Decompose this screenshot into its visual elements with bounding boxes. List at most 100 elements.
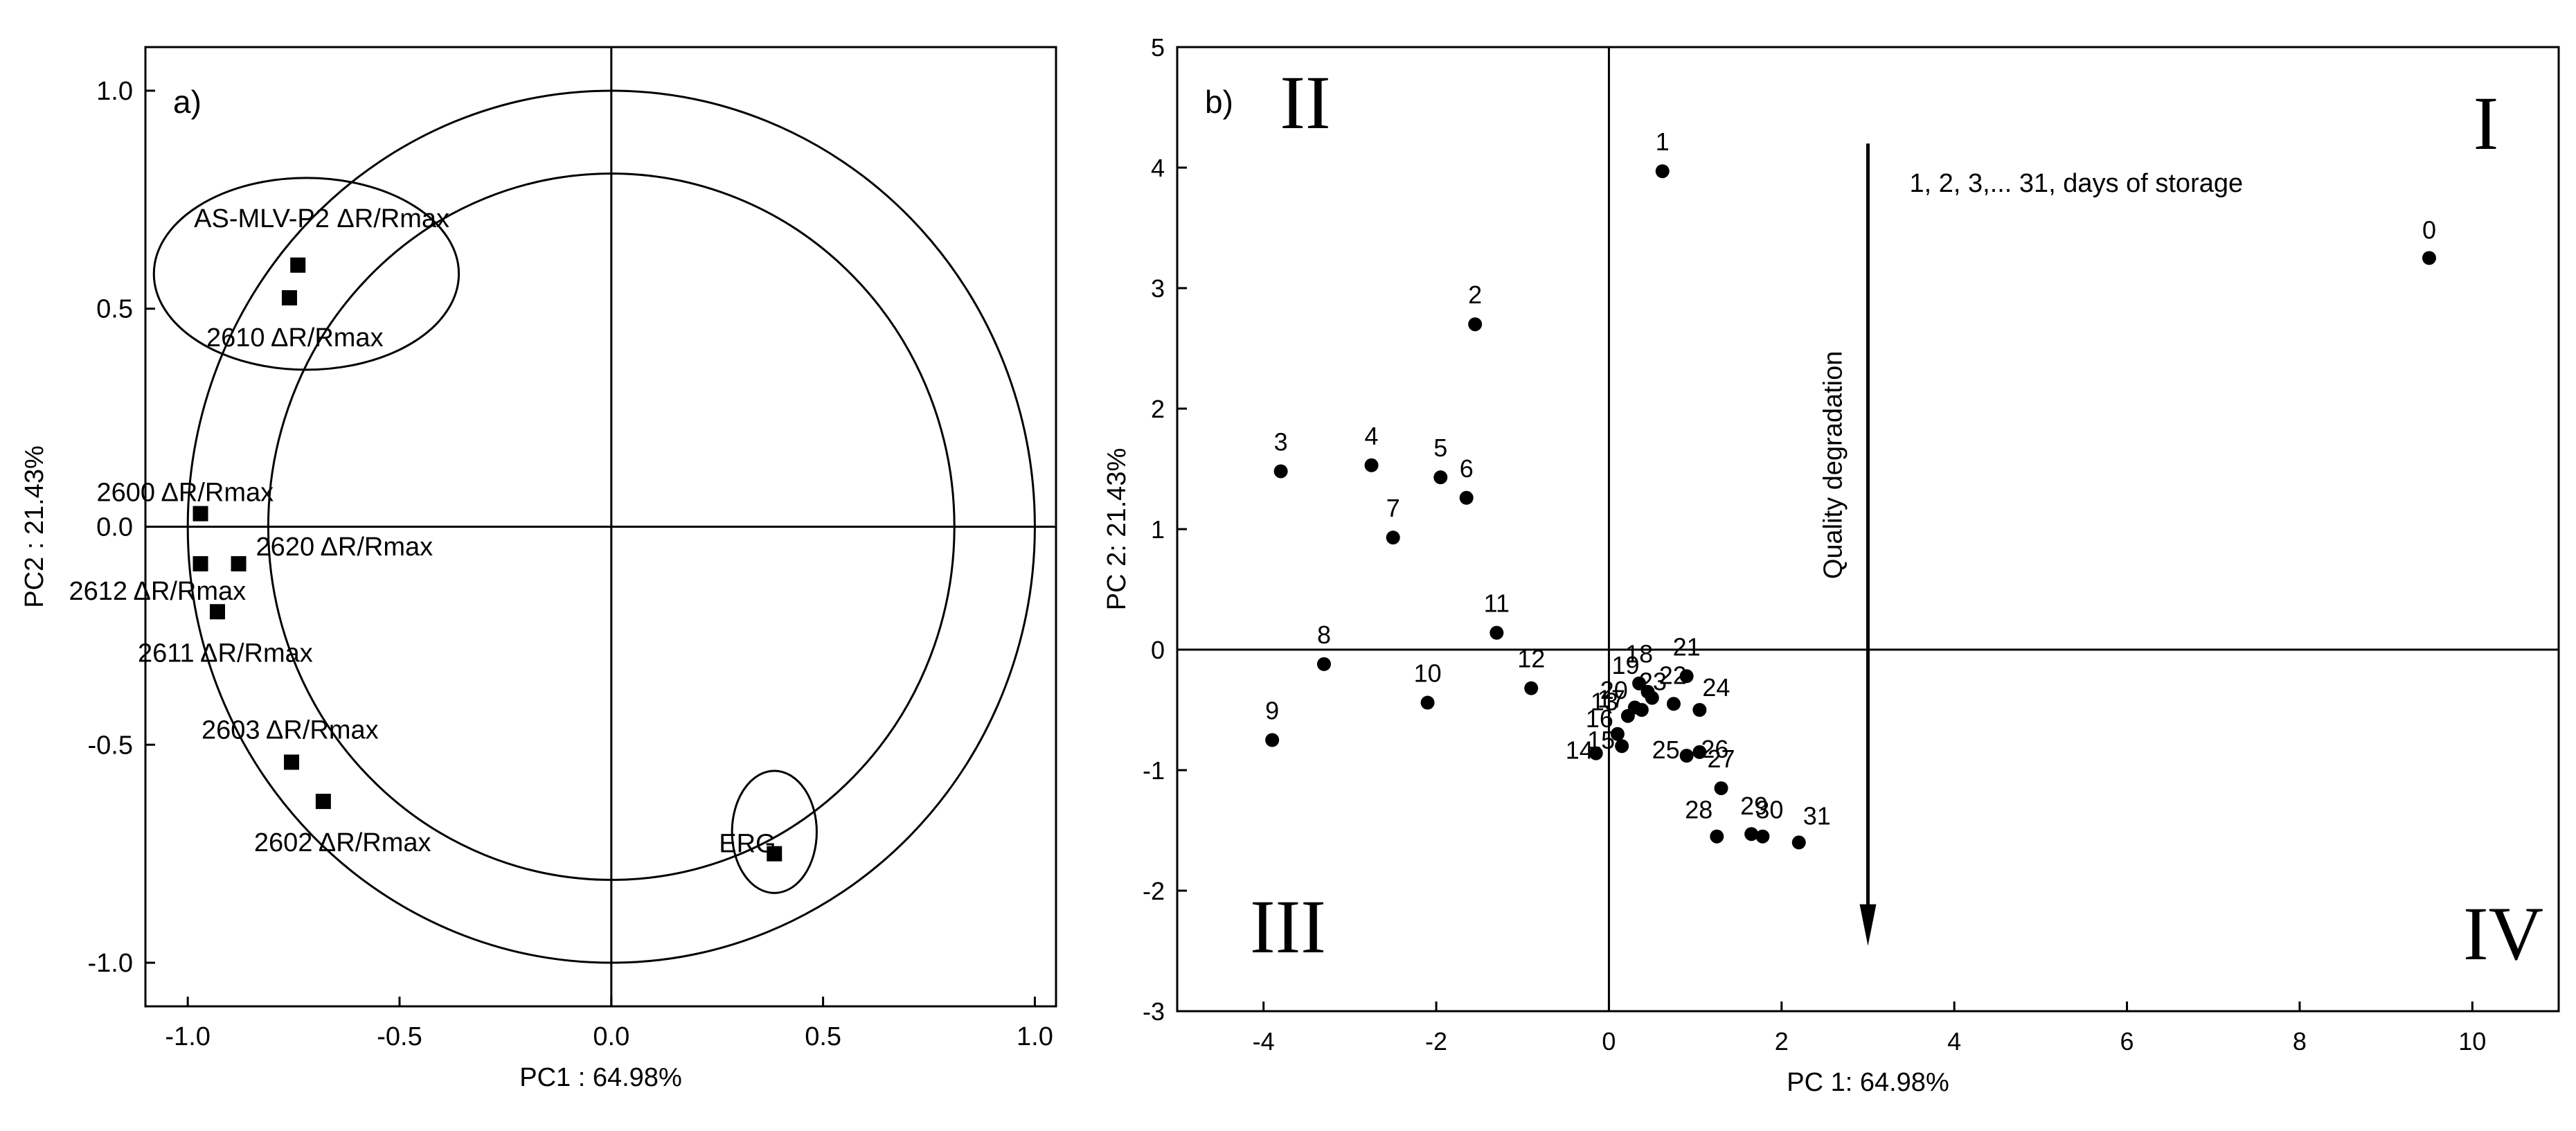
data-point-label: AS-MLV-P2 ΔR/Rmax bbox=[194, 204, 449, 233]
data-point-label: 31 bbox=[1803, 801, 1831, 830]
y-tick-label: -1.0 bbox=[88, 949, 133, 978]
x-tick-label: 0 bbox=[1602, 1027, 1616, 1056]
y-tick-label: 0.0 bbox=[96, 513, 133, 542]
data-point-label: 2 bbox=[1468, 280, 1482, 309]
x-tick-label: 10 bbox=[2458, 1027, 2486, 1056]
data-point-label: 28 bbox=[1685, 796, 1712, 824]
data-point-label: 19 bbox=[1612, 651, 1640, 679]
data-point-label: 25 bbox=[1652, 736, 1680, 764]
x-tick-label: -4 bbox=[1253, 1027, 1275, 1056]
data-point-label: 20 bbox=[1600, 676, 1628, 704]
data-point-marker bbox=[1645, 691, 1659, 705]
x-tick-label: -0.5 bbox=[377, 1022, 422, 1051]
data-point-label: ERG bbox=[719, 830, 776, 859]
x-tick-label: 0.5 bbox=[805, 1022, 841, 1051]
quadrant-label: III bbox=[1250, 884, 1326, 969]
y-axis-label: PC2 : 21.43% bbox=[20, 445, 49, 607]
data-point-label: 4 bbox=[1365, 422, 1379, 450]
data-point-marker bbox=[1433, 470, 1448, 485]
y-tick-label: 1 bbox=[1151, 515, 1165, 544]
data-point-label: 16 bbox=[1586, 704, 1613, 733]
x-tick-label: 1.0 bbox=[1017, 1022, 1053, 1051]
data-point-label: 0 bbox=[2422, 216, 2436, 244]
data-point-label: 21 bbox=[1673, 632, 1701, 661]
data-point-marker bbox=[767, 846, 782, 862]
data-point-marker bbox=[1666, 697, 1681, 711]
data-point-marker bbox=[1316, 657, 1331, 671]
data-point-marker bbox=[1714, 781, 1728, 796]
data-point-label: 13 bbox=[1591, 688, 1618, 716]
data-point-marker bbox=[281, 290, 297, 305]
data-point-label: 8 bbox=[1317, 621, 1331, 649]
data-point-marker bbox=[284, 754, 300, 770]
reference-circle bbox=[267, 172, 956, 881]
quadrant-label: II bbox=[1280, 60, 1330, 145]
data-point-label: 12 bbox=[1517, 645, 1545, 673]
data-point-marker bbox=[1679, 749, 1694, 763]
data-point-label: 1 bbox=[1656, 127, 1670, 156]
data-point-label: 24 bbox=[1702, 673, 1730, 702]
data-point-marker bbox=[1744, 827, 1759, 841]
data-point-label: 22 bbox=[1659, 661, 1687, 690]
data-point-marker bbox=[1524, 681, 1539, 695]
data-point-marker bbox=[1634, 703, 1649, 717]
data-point-marker bbox=[1679, 669, 1694, 684]
data-point-label: 2603 ΔR/Rmax bbox=[202, 715, 379, 745]
data-point-label: 2611 ΔR/Rmax bbox=[138, 639, 313, 668]
x-tick-label: -1.0 bbox=[165, 1022, 210, 1051]
data-point-marker bbox=[1615, 739, 1629, 754]
data-point-marker bbox=[231, 556, 247, 572]
data-point-marker bbox=[1632, 676, 1647, 691]
y-tick-label: -3 bbox=[1143, 997, 1165, 1026]
data-point-label: 11 bbox=[1484, 589, 1510, 618]
data-point-label: 5 bbox=[1433, 434, 1447, 462]
data-point-label: 27 bbox=[1708, 745, 1735, 773]
data-point-label: 2620 ΔR/Rmax bbox=[256, 533, 433, 562]
data-point-label: 2600 ΔR/Rmax bbox=[97, 479, 274, 508]
x-tick-label: 2 bbox=[1775, 1027, 1789, 1056]
data-point-label: 23 bbox=[1639, 667, 1667, 695]
data-point-label: 10 bbox=[1414, 659, 1442, 688]
data-point-marker bbox=[1692, 703, 1707, 717]
data-point-marker bbox=[315, 794, 331, 810]
data-point-marker bbox=[290, 257, 306, 273]
data-point-label: 18 bbox=[1625, 640, 1653, 668]
y-tick-label: 0 bbox=[1151, 636, 1165, 664]
panel-label: b) bbox=[1205, 84, 1233, 120]
y-tick-label: 4 bbox=[1151, 154, 1165, 182]
x-tick-label: 6 bbox=[2120, 1027, 2134, 1056]
y-tick-label: -1 bbox=[1143, 756, 1165, 785]
data-point-label: 6 bbox=[1460, 454, 1474, 483]
x-tick-label: 4 bbox=[1947, 1027, 1961, 1056]
data-point-marker bbox=[193, 556, 208, 572]
grouping-ellipse bbox=[731, 769, 818, 894]
data-point-marker bbox=[1589, 746, 1603, 760]
x-tick-label: 0.0 bbox=[593, 1022, 629, 1051]
x-axis-label: PC1 : 64.98% bbox=[519, 1063, 681, 1092]
data-point-marker bbox=[1610, 727, 1625, 741]
data-point-label: 30 bbox=[1755, 796, 1783, 824]
y-tick-label: 0.5 bbox=[96, 295, 133, 324]
data-point-label: 7 bbox=[1386, 494, 1400, 522]
data-point-marker bbox=[1265, 733, 1280, 747]
data-point-marker bbox=[2422, 251, 2436, 265]
data-point-marker bbox=[1468, 317, 1483, 332]
data-point-label: 15 bbox=[1587, 726, 1615, 754]
y-tick-label: -2 bbox=[1143, 877, 1165, 905]
data-point-marker bbox=[193, 506, 208, 522]
y-tick-label: -0.5 bbox=[88, 731, 133, 760]
data-point-marker bbox=[1459, 490, 1474, 505]
data-point-marker bbox=[1364, 458, 1379, 472]
data-point-marker bbox=[1791, 835, 1806, 850]
data-point-label: 2612 ΔR/Rmax bbox=[69, 577, 247, 606]
y-tick-label: 2 bbox=[1151, 395, 1165, 423]
x-axis-label: PC 1: 64.98% bbox=[1787, 1068, 1949, 1097]
data-point-label: 2602 ΔR/Rmax bbox=[254, 828, 431, 857]
data-point-marker bbox=[209, 604, 225, 620]
data-point-marker bbox=[1273, 464, 1288, 479]
reference-circle bbox=[186, 89, 1036, 964]
x-tick-label: -2 bbox=[1425, 1027, 1447, 1056]
data-point-label: 14 bbox=[1566, 736, 1593, 765]
